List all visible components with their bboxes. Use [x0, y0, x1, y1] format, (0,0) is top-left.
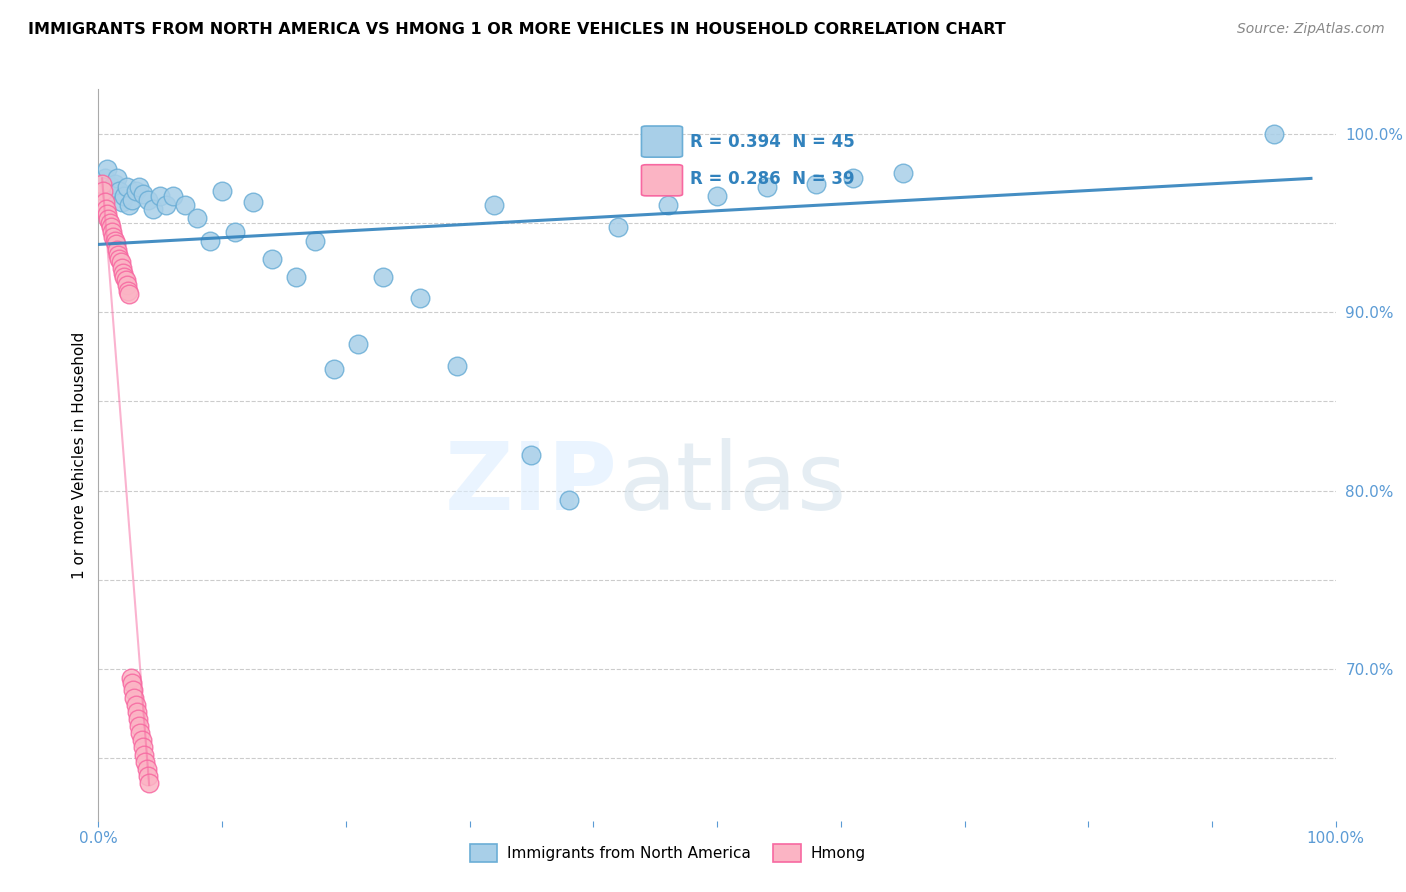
Point — [135, 762, 157, 776]
Point — [121, 676, 143, 690]
Point — [120, 671, 142, 685]
Point — [285, 269, 308, 284]
Point — [131, 733, 153, 747]
Point — [260, 252, 283, 266]
Point — [242, 194, 264, 209]
Point — [124, 184, 146, 198]
Point — [304, 234, 326, 248]
Point — [103, 234, 125, 248]
Point — [149, 189, 172, 203]
Point — [162, 189, 184, 203]
Point — [138, 776, 160, 790]
Point — [134, 755, 156, 769]
Point — [117, 284, 139, 298]
Text: R = 0.394  N = 45: R = 0.394 N = 45 — [690, 133, 855, 151]
Point — [112, 269, 135, 284]
Point — [136, 193, 159, 207]
Point — [118, 198, 141, 212]
Point — [706, 189, 728, 203]
Point — [132, 187, 155, 202]
Point — [105, 243, 128, 257]
Point — [114, 273, 136, 287]
Point — [891, 166, 914, 180]
Point — [1263, 127, 1285, 141]
Point — [155, 198, 177, 212]
Point — [96, 162, 118, 177]
Point — [97, 212, 120, 227]
Point — [104, 237, 127, 252]
Point — [94, 202, 117, 216]
Text: atlas: atlas — [619, 438, 846, 530]
Point — [347, 337, 370, 351]
Point — [186, 211, 208, 225]
Point — [557, 492, 579, 507]
Text: IMMIGRANTS FROM NORTH AMERICA VS HMONG 1 OR MORE VEHICLES IN HOUSEHOLD CORRELATI: IMMIGRANTS FROM NORTH AMERICA VS HMONG 1… — [28, 22, 1005, 37]
Point — [520, 448, 543, 462]
Point — [122, 683, 145, 698]
Point — [101, 225, 124, 239]
Point — [111, 260, 134, 275]
Point — [211, 184, 233, 198]
Point — [124, 690, 146, 705]
Point — [128, 180, 150, 194]
Point — [107, 248, 129, 262]
Point — [322, 362, 344, 376]
Point — [132, 740, 155, 755]
Text: ZIP: ZIP — [446, 438, 619, 530]
Legend: Immigrants from North America, Hmong: Immigrants from North America, Hmong — [464, 838, 872, 868]
Point — [112, 266, 135, 280]
Point — [129, 726, 152, 740]
Point — [115, 180, 138, 194]
Point — [93, 194, 115, 209]
Point — [101, 180, 124, 194]
Point — [128, 719, 150, 733]
Point — [118, 287, 141, 301]
Point — [142, 202, 165, 216]
Point — [112, 189, 135, 203]
Text: R = 0.286  N = 39: R = 0.286 N = 39 — [690, 170, 855, 188]
Y-axis label: 1 or more Vehicles in Household: 1 or more Vehicles in Household — [72, 331, 87, 579]
Point — [484, 198, 506, 212]
Point — [607, 219, 630, 234]
Point — [103, 230, 125, 244]
Point — [198, 234, 221, 248]
Point — [98, 216, 121, 230]
Point — [125, 705, 148, 719]
Text: Source: ZipAtlas.com: Source: ZipAtlas.com — [1237, 22, 1385, 37]
Point — [842, 171, 865, 186]
Point — [98, 184, 121, 198]
Point — [100, 219, 122, 234]
Point — [105, 171, 128, 186]
Point — [110, 255, 132, 269]
Point — [755, 180, 778, 194]
Point — [115, 278, 138, 293]
Point — [103, 177, 125, 191]
Point — [108, 184, 131, 198]
FancyBboxPatch shape — [641, 165, 682, 196]
FancyBboxPatch shape — [641, 126, 682, 157]
Point — [111, 194, 134, 209]
Point — [93, 171, 115, 186]
Point — [657, 198, 679, 212]
Point — [124, 698, 146, 712]
Point — [409, 291, 432, 305]
Point — [91, 177, 114, 191]
Point — [174, 198, 197, 212]
Point — [96, 207, 118, 221]
Point — [371, 269, 394, 284]
Point — [108, 252, 131, 266]
Point — [224, 225, 246, 239]
Point — [93, 184, 115, 198]
Point — [136, 769, 159, 783]
Point — [446, 359, 468, 373]
Point — [134, 747, 156, 762]
Point — [804, 177, 827, 191]
Point — [121, 193, 143, 207]
Point — [127, 712, 149, 726]
